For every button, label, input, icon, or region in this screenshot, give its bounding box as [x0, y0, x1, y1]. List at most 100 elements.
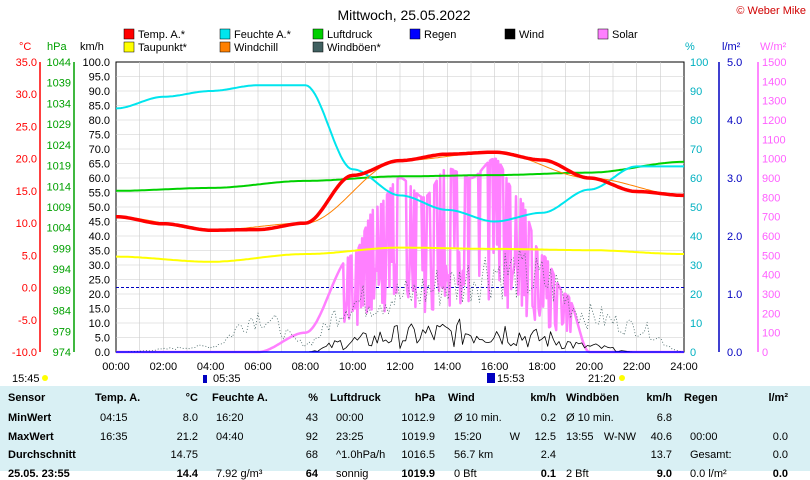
table-cell-press-val: 1019.9: [401, 430, 435, 443]
table-cell-rain-val: 0.0: [772, 467, 788, 480]
table-cell-rain-label: 0.0 l/m²: [690, 467, 727, 480]
solar-tick-label: 100: [762, 328, 780, 340]
table-cell-wind-val: 0.2: [540, 412, 556, 424]
series-line-luftdruck: [116, 160, 685, 192]
legend-swatch: [597, 28, 609, 40]
chart-grid: [115, 61, 685, 353]
table-cell-press-val: 1019.9: [401, 467, 435, 480]
pct-tick-label: 40: [690, 231, 702, 243]
axis-ticks: 35.0 30.0 25.0 20.0 15.0 10.0 5.0 0.0 -5.0 -10.0 1…: [12, 57, 787, 373]
table-cell-gust-val: 6.8: [656, 412, 672, 424]
kmh-tick-label: 25.0: [89, 275, 110, 287]
kmh-tick-label: 5.0: [95, 333, 110, 345]
solar-tick-label: 600: [762, 231, 780, 243]
table-cell-wind-val: 2.4: [540, 449, 556, 461]
table-cell-label: 25.05. 23:55: [8, 467, 70, 480]
sunset-icon: [619, 375, 625, 381]
hpa-tick-label: 1029: [47, 119, 71, 131]
pct-tick-label: 10: [690, 318, 702, 330]
table-cell-hum-time: 04:40: [216, 430, 244, 443]
solar-tick-label: 200: [762, 308, 780, 320]
pct-tick-label: 80: [690, 115, 702, 127]
hpa-tick-label: 1034: [47, 98, 71, 110]
table-cell-gust-label: 2 Bft: [566, 467, 589, 480]
table-cell-wind-dir: W: [509, 430, 520, 443]
pct-tick-label: 100: [690, 57, 708, 69]
x-tick-label: 08:00: [292, 361, 320, 373]
sun-markers: 15:45 05:35 15:53 21:20: [12, 373, 625, 385]
table-cell-temp-time: 16:35: [100, 430, 128, 443]
kmh-tick-label: 30.0: [89, 260, 110, 272]
table-cell-rain-label: 00:00: [690, 430, 718, 443]
series-line-windben: [116, 248, 685, 353]
table-cell-gust-val: 13.7: [650, 449, 672, 461]
chart-series: [115, 84, 685, 354]
solar-tick-label: 400: [762, 270, 780, 282]
sunset-time: 21:20: [588, 373, 616, 385]
rain-tick-label: 1.0: [727, 289, 742, 301]
col-press: Luftdruck: [330, 392, 381, 404]
table-cell-label: MaxWert: [8, 430, 54, 443]
rain-unit-label: l/m²: [722, 41, 741, 53]
hpa-tick-label: 984: [53, 306, 71, 318]
table-cell-gust-label: 13:55: [566, 430, 594, 443]
table-cell-wind-label: 56.7 km: [454, 449, 494, 461]
x-tick-label: 04:00: [197, 361, 225, 373]
temp-tick-label: 20.0: [16, 154, 37, 166]
rain-tick-label: 4.0: [727, 115, 742, 127]
kmh-tick-label: 70.0: [89, 144, 110, 156]
table-cell-wind-label: 0 Bft: [454, 467, 477, 480]
copyright: © Weber Mike: [736, 5, 806, 17]
table-cell-rain-val: 0.0: [772, 449, 788, 461]
x-tick-label: 24:00: [670, 361, 698, 373]
sun-left-time: 15:45: [12, 373, 40, 385]
table-cell-gust-label: Ø 10 min.: [566, 412, 614, 424]
noon-time: 15:53: [497, 373, 525, 385]
table-cell-press-time: 00:00: [336, 412, 364, 424]
kmh-tick-label: 85.0: [89, 101, 110, 113]
hpa-tick-label: 1014: [47, 181, 71, 193]
col-temp: Temp. A.: [95, 392, 141, 404]
sun-left-icon: [42, 375, 48, 381]
solar-tick-label: 500: [762, 250, 780, 262]
temp-tick-label: 0.0: [22, 283, 37, 295]
kmh-tick-label: 10.0: [89, 318, 110, 330]
table-cell-press-val: 1012.9: [401, 412, 435, 424]
pct-tick-label: 20: [690, 289, 702, 301]
sunrise-time: 05:35: [213, 373, 241, 385]
kmh-tick-label: 35.0: [89, 246, 110, 258]
legend-swatch: [123, 28, 135, 40]
x-tick-label: 12:00: [386, 361, 414, 373]
kmh-tick-label: 20.0: [89, 289, 110, 301]
col-press-unit: hPa: [414, 392, 435, 404]
temp-tick-label: 30.0: [16, 89, 37, 101]
legend-label: Regen: [424, 29, 456, 41]
x-tick-label: 10:00: [339, 361, 367, 373]
legend-swatch: [312, 28, 324, 40]
stats-table: Sensor Temp. A. °C Feuchte A. % Luftdruc…: [0, 386, 810, 480]
kmh-tick-label: 95.0: [89, 72, 110, 84]
table-cell-wind-label: 15:20: [454, 430, 482, 443]
table-cell-hum-val: 64: [305, 467, 318, 480]
legend-swatch: [219, 28, 231, 40]
hpa-tick-label: 1009: [47, 202, 71, 214]
x-tick-label: 18:00: [528, 361, 556, 373]
series-line-tempa: [116, 150, 684, 232]
temp-unit-label: °C: [19, 41, 31, 53]
legend-label: Feuchte A.*: [234, 29, 292, 41]
noon-icon: [487, 373, 495, 383]
kmh-tick-label: 65.0: [89, 159, 110, 171]
hpa-tick-label: 989: [53, 285, 71, 297]
solar-unit-label: W/m²: [760, 41, 787, 53]
pct-tick-label: 0: [690, 347, 696, 359]
legend-swatch: [504, 28, 516, 40]
hpa-unit-label: hPa: [47, 41, 67, 53]
kmh-tick-label: 40.0: [89, 231, 110, 243]
chart-title: Mittwoch, 25.05.2022: [337, 7, 470, 23]
rain-tick-label: 3.0: [727, 173, 742, 185]
col-temp-unit: °C: [185, 392, 198, 404]
rain-tick-label: 0.0: [727, 347, 742, 359]
temp-tick-label: 5.0: [22, 250, 37, 262]
weather-chart: Mittwoch, 25.05.2022 © Weber Mike Temp. …: [12, 5, 806, 385]
kmh-tick-label: 50.0: [89, 202, 110, 214]
